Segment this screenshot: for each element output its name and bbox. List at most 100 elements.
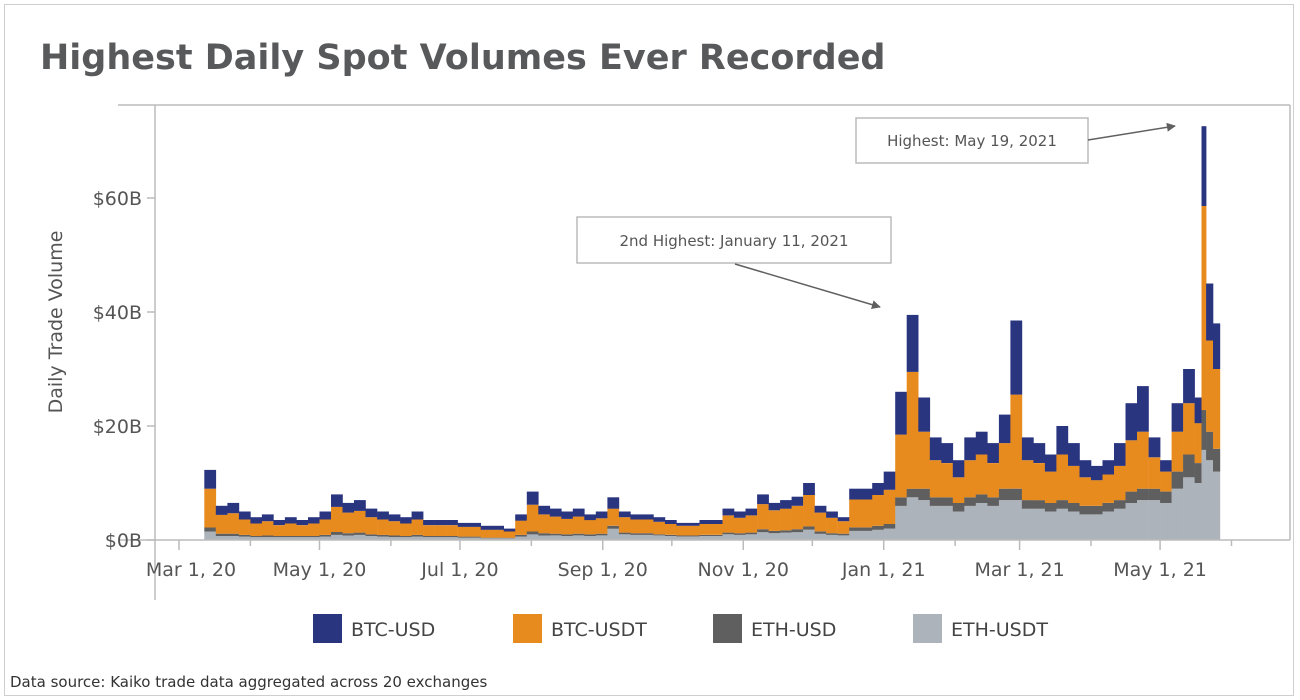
bar-btc-usd-2020-09-13	[630, 514, 643, 520]
bar-eth-usd-2020-04-16	[284, 536, 297, 538]
bar-eth-usd-2020-05-31	[388, 535, 401, 538]
bar-eth-usdt-2021-03-22	[1068, 511, 1080, 540]
bar-btc-usd-2020-12-07	[826, 511, 838, 518]
bar-btc-usd-2020-05-26	[377, 511, 389, 520]
bar-eth-usdt-2020-08-04	[538, 535, 551, 540]
bar-btc-usdt-2020-06-20	[434, 525, 447, 536]
bar-eth-usdt-2020-11-12	[768, 533, 781, 540]
bar-eth-usd-2020-08-19	[572, 533, 585, 536]
bar-eth-usdt-2021-04-01	[1091, 514, 1103, 541]
bar-btc-usdt-2020-05-06	[331, 506, 343, 532]
bar-btc-usd-2020-12-12	[837, 517, 850, 522]
bar-eth-usd-2020-04-06	[261, 535, 274, 538]
bar-btc-usd-2020-11-12	[768, 502, 781, 511]
bar-eth-usdt-2020-04-01	[250, 537, 263, 540]
x-tick-label: Jul 1, 20	[420, 559, 498, 581]
legend-label-eth-usd[interactable]: ETH-USD	[751, 619, 836, 641]
bar-btc-usd-2020-10-18	[711, 520, 723, 524]
bar-eth-usd-2020-05-01	[319, 534, 332, 537]
bar-eth-usd-2020-11-27	[803, 526, 815, 530]
bar-btc-usdt-2020-04-16	[284, 523, 297, 536]
bar-btc-usdt-2020-08-14	[561, 518, 574, 535]
bar-eth-usdt-2021-04-06	[1102, 511, 1115, 540]
bar-eth-usdt-2020-07-10	[480, 538, 493, 540]
bar-btc-usdt-2020-04-06	[261, 521, 274, 536]
bar-btc-usdt-2020-06-15	[423, 525, 435, 536]
bar-btc-usd-2020-06-20	[434, 520, 447, 526]
bars-group	[204, 126, 1221, 541]
y-tick-label: $40B	[93, 302, 142, 324]
bar-eth-usdt-2020-10-18	[711, 536, 723, 540]
bar-eth-usd-2020-12-02	[814, 531, 827, 534]
legend-label-eth-usdt[interactable]: ETH-USDT	[951, 619, 1048, 641]
bar-eth-usdt-2020-06-10	[411, 536, 424, 540]
annotation-highest: Highest: May 19, 2021	[887, 132, 1057, 150]
bar-eth-usdt-2020-06-20	[434, 537, 447, 540]
bar-btc-usd-2020-07-15	[492, 525, 504, 530]
x-tick-label: Sep 1, 20	[558, 559, 648, 581]
bar-btc-usd-2021-05-06	[1171, 403, 1184, 432]
bar-eth-usdt-2020-10-08	[688, 536, 700, 540]
bar-btc-usdt-2021-02-25	[1010, 394, 1023, 489]
bar-btc-usd-2020-06-30	[457, 522, 470, 527]
bar-eth-usd-2020-10-28	[734, 533, 746, 535]
bar-btc-usd-2020-04-21	[296, 520, 309, 526]
bar-eth-usdt-2020-09-03	[607, 528, 620, 540]
bar-eth-usdt-2021-03-07	[1033, 508, 1046, 540]
bar-eth-usd-2021-01-26	[941, 497, 954, 506]
y-tick-label: $0B	[105, 530, 142, 552]
bar-btc-usdt-2021-01-31	[952, 477, 965, 503]
bar-btc-usdt-2020-11-12	[768, 510, 781, 531]
bar-btc-usdt-2020-11-07	[757, 504, 769, 530]
legend-label-btc-usdt[interactable]: BTC-USDT	[551, 619, 647, 641]
bar-eth-usd-2021-03-17	[1056, 500, 1069, 509]
bar-btc-usdt-2021-02-20	[998, 443, 1011, 489]
bar-eth-usd-2020-08-09	[549, 533, 562, 536]
bar-eth-usdt-2020-06-30	[457, 537, 470, 540]
bar-btc-usd-2020-09-03	[607, 497, 620, 509]
bar-eth-usd-2020-07-10	[480, 537, 493, 539]
bar-btc-usdt-2020-04-21	[296, 525, 309, 536]
data-source-note: Data source: Kaiko trade data aggregated…	[10, 673, 488, 691]
bar-btc-usd-2021-05-01	[1160, 460, 1172, 472]
bar-eth-usd-2020-04-26	[308, 536, 320, 538]
bar-btc-usdt-2021-02-10	[975, 454, 988, 495]
bar-btc-usd-2020-08-19	[572, 508, 585, 517]
bar-btc-usdt-2020-03-27	[238, 519, 251, 535]
bar-btc-usd-2020-04-06	[261, 514, 274, 522]
bar-eth-usd-2020-08-24	[584, 534, 597, 536]
bar-btc-usd-2020-06-25	[446, 520, 458, 526]
bar-eth-usd-2020-05-21	[365, 534, 378, 536]
bar-btc-usd-2020-09-08	[618, 511, 631, 518]
bar-btc-usdt-2021-01-01	[883, 489, 896, 524]
bar-btc-usdt-2021-05-06	[1171, 431, 1184, 472]
bar-btc-usdt-2020-08-04	[538, 514, 551, 534]
bar-btc-usd-2020-07-30	[526, 491, 539, 505]
bar-eth-usd-2021-01-16	[918, 488, 931, 501]
legend-label-btc-usd[interactable]: BTC-USD	[351, 619, 435, 641]
bar-eth-usdt-2020-10-13	[699, 536, 712, 540]
bar-eth-usdt-2020-12-02	[814, 533, 827, 540]
bar-eth-usd-2020-07-30	[526, 531, 539, 535]
bar-btc-usd-2020-09-23	[653, 517, 666, 522]
bar-btc-usdt-2020-04-11	[273, 525, 286, 536]
bar-eth-usdt-2020-11-02	[745, 534, 758, 540]
bar-eth-usdt-2021-03-02	[1021, 508, 1034, 540]
bar-btc-usdt-2020-10-18	[711, 524, 723, 535]
bar-eth-usdt-2021-05-21	[1206, 460, 1214, 540]
bar-btc-usd-2020-11-22	[791, 496, 804, 506]
bar-btc-usdt-2021-04-16	[1125, 440, 1138, 492]
bar-eth-usdt-2021-05-11	[1183, 477, 1195, 540]
bar-btc-usd-2021-01-26	[941, 443, 954, 463]
bar-eth-usdt-2020-05-26	[377, 536, 389, 540]
bar-eth-usd-2020-12-12	[837, 533, 850, 536]
x-tick-label: Mar 1, 20	[146, 559, 236, 581]
bar-btc-usdt-2020-08-19	[572, 516, 585, 534]
bar-eth-usdt-2021-01-21	[929, 505, 942, 540]
bar-btc-usdt-2020-09-18	[641, 519, 654, 534]
x-tick-label: May 1, 20	[273, 559, 367, 581]
bar-eth-usd-2021-01-01	[883, 524, 896, 529]
bar-btc-usd-2021-04-11	[1114, 443, 1126, 466]
bar-eth-usdt-2020-12-22	[860, 530, 873, 540]
bar-eth-usd-2020-09-28	[664, 534, 677, 536]
